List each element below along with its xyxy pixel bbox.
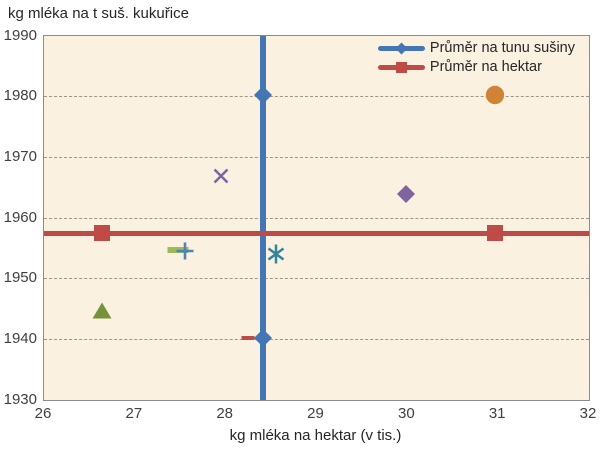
legend-label: Průměr na hektar bbox=[429, 59, 542, 75]
marker-dash bbox=[165, 237, 191, 263]
legend-line-diamond-icon bbox=[377, 40, 425, 56]
y-tick-label: 1940 bbox=[3, 329, 37, 347]
gridline bbox=[44, 96, 589, 98]
marker-dash bbox=[235, 325, 261, 351]
x-tick-label: 32 bbox=[579, 405, 597, 422]
marker-circle bbox=[482, 82, 508, 108]
mean-line-hektar bbox=[44, 230, 589, 236]
marker-triangle bbox=[89, 298, 115, 324]
x-tick-label: 28 bbox=[216, 405, 233, 422]
x-tick-label: 26 bbox=[34, 405, 52, 422]
x-axis-title: kg mléka na hektar (v tis.) bbox=[229, 427, 402, 444]
legend: Průměr na tunu sušiny Průměr na hektar bbox=[377, 40, 575, 75]
gridline bbox=[44, 278, 589, 280]
plot-area: Průměr na tunu sušiny Průměr na hektar bbox=[43, 35, 590, 401]
y-tick-label: 1950 bbox=[3, 269, 37, 287]
legend-line-square-icon bbox=[377, 59, 425, 75]
legend-item-prumer-na-hektar: Průměr na hektar bbox=[377, 59, 575, 75]
marker-diamond bbox=[250, 82, 276, 108]
gridline bbox=[44, 338, 589, 340]
gridline bbox=[44, 156, 589, 158]
x-tick-label: 27 bbox=[125, 405, 143, 422]
y-tick-label: 1970 bbox=[3, 147, 37, 165]
x-tick-label: 31 bbox=[488, 405, 506, 422]
marker-square bbox=[482, 220, 508, 246]
marker-square bbox=[89, 220, 115, 246]
y-tick-label: 1980 bbox=[3, 87, 37, 105]
legend-label: Průměr na tunu sušiny bbox=[429, 40, 575, 56]
y-tick-label: 1930 bbox=[3, 390, 37, 408]
gridline bbox=[44, 217, 589, 219]
marker-x bbox=[208, 163, 234, 189]
legend-item-prumer-na-tunu-susiny: Průměr na tunu sušiny bbox=[377, 40, 575, 56]
mean-line-tunu-susiny bbox=[259, 36, 266, 400]
marker-asterisk bbox=[263, 241, 289, 267]
marker-plus bbox=[172, 238, 198, 264]
x-tick-label: 30 bbox=[397, 405, 415, 422]
x-tick-label: 29 bbox=[307, 405, 324, 422]
y-tick-label: 1990 bbox=[3, 26, 37, 44]
marker-diamond bbox=[250, 325, 276, 351]
chart-title: kg mléka na t suš. kukuřice bbox=[8, 5, 189, 22]
marker-diamond bbox=[393, 181, 419, 207]
y-tick-label: 1960 bbox=[3, 208, 37, 226]
